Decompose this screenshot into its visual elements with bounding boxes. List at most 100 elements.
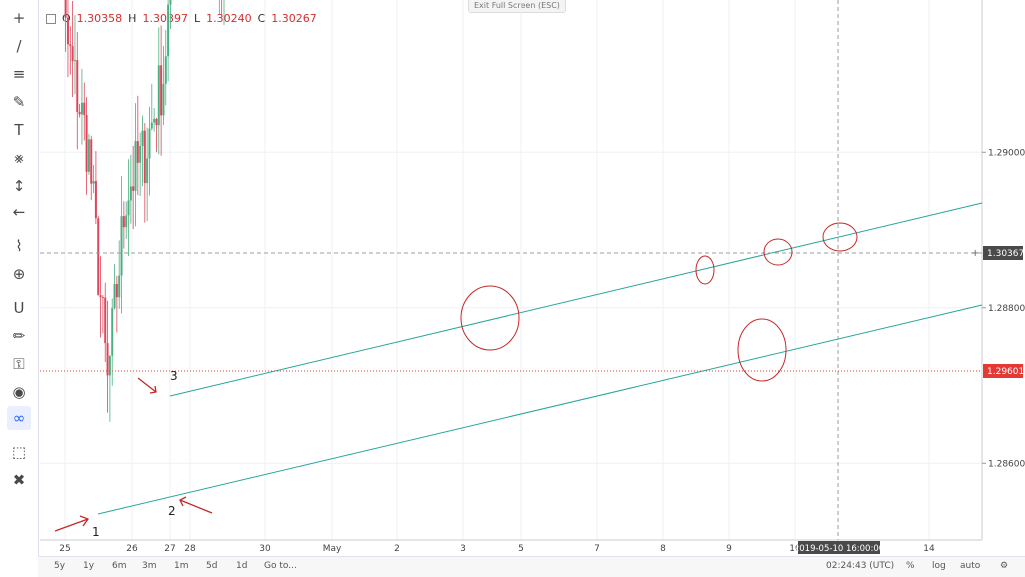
- candle: [64, 0, 67, 52]
- drawn-circle: [460, 285, 520, 351]
- percent-toggle[interactable]: %: [906, 561, 915, 571]
- candle: [97, 215, 100, 296]
- time-tick-label: 14: [923, 544, 935, 554]
- candle: [69, 26, 72, 75]
- candle: [150, 83, 153, 131]
- candle-body: [73, 60, 76, 62]
- channel-lower-line: [97, 304, 983, 515]
- range-5d[interactable]: 5d: [206, 561, 218, 571]
- candle-body: [113, 284, 116, 309]
- candle-body: [143, 130, 146, 184]
- low-value: 1.30240: [206, 12, 252, 25]
- bottom-bar: 5y 1y 6m 3m 1m 5d 1d Go to... 02:24:43 (UTC)% log…: [38, 556, 1025, 577]
- candle-body: [99, 295, 102, 298]
- ruler-icon[interactable]: ⌇: [15, 237, 23, 255]
- crosshair-time-tag-bg: [798, 541, 880, 554]
- magnet-icon[interactable]: U: [13, 299, 25, 317]
- time-tick-label: 30: [259, 544, 271, 554]
- candle-body: [87, 139, 90, 172]
- range-1d[interactable]: 1d: [236, 561, 248, 571]
- candle-body: [132, 186, 135, 191]
- candle-body: [160, 65, 163, 116]
- crosshair-time-tag: 2019-05-10 16:00:00: [794, 541, 884, 554]
- candle: [78, 104, 81, 118]
- back-arrow-icon[interactable]: ←: [12, 203, 26, 221]
- annotation-label: 3: [170, 369, 178, 383]
- range-1y[interactable]: 1y: [83, 561, 95, 571]
- candle-body: [157, 65, 160, 126]
- grid: [40, 0, 982, 540]
- candle-body: [76, 60, 79, 112]
- annotation-label: 2: [168, 504, 176, 518]
- crosshair-time-tag-text: 2019-05-10 16:00:00: [794, 544, 884, 554]
- range-1m[interactable]: 1m: [174, 561, 189, 571]
- candle: [162, 45, 165, 126]
- candle: [118, 240, 121, 309]
- candle-body: [127, 200, 130, 216]
- candle: [146, 127, 149, 222]
- link-icon[interactable]: ∞: [7, 406, 31, 430]
- candle-body: [69, 44, 72, 47]
- candle: [108, 355, 111, 422]
- crosshair-price-tag: 1.30367: [983, 246, 1024, 260]
- pencil-lock-icon[interactable]: ✏: [12, 327, 26, 345]
- candle: [148, 106, 151, 196]
- candle-body: [108, 355, 111, 376]
- crosshair-price-tag-bg: [983, 246, 1023, 260]
- drawn-circle: [737, 318, 787, 382]
- text-icon[interactable]: T: [14, 121, 24, 139]
- layers-icon[interactable]: ⬚: [11, 443, 27, 461]
- candle: [218, 0, 220, 15]
- range-3m[interactable]: 3m: [142, 561, 157, 571]
- open-value: 1.30358: [76, 12, 123, 25]
- exit-full-screen-button[interactable]: Exit Full Screen (ESC): [468, 0, 566, 13]
- candle-body: [153, 118, 156, 123]
- log-toggle[interactable]: log: [932, 561, 946, 571]
- trend-line-icon[interactable]: /: [16, 37, 22, 55]
- annotation-label: 1: [92, 525, 100, 539]
- range-goto[interactable]: Go to...: [264, 561, 297, 571]
- eye-icon[interactable]: ◉: [12, 383, 26, 401]
- gear-icon[interactable]: ⚙: [1000, 561, 1009, 571]
- range-5y[interactable]: 5y: [54, 561, 66, 571]
- candle: [73, 15, 76, 95]
- candle-body: [101, 297, 104, 299]
- prediction-icon[interactable]: ↕: [12, 177, 26, 195]
- time-tick-label: 25: [59, 544, 70, 554]
- brush-icon[interactable]: ✎: [12, 93, 26, 111]
- zoom-icon[interactable]: ⊕: [12, 265, 26, 283]
- candle: [92, 164, 95, 193]
- auto-toggle[interactable]: auto: [960, 561, 981, 571]
- candle: [90, 135, 93, 201]
- candle: [143, 123, 146, 223]
- time-tick-label: 2: [394, 544, 400, 554]
- pattern-icon[interactable]: ⨳: [14, 149, 24, 167]
- symbol-square-icon[interactable]: [46, 13, 56, 24]
- fib-icon[interactable]: ≡: [12, 65, 26, 83]
- open-label: O: [62, 12, 71, 25]
- crosshair-icon[interactable]: +: [12, 9, 26, 27]
- candle: [221, 0, 223, 19]
- price-tick-label: 1.29000: [988, 148, 1025, 158]
- price-chart[interactable]: 1.318001.316001.314001.312001.310001.308…: [0, 0, 1025, 556]
- lock-icon[interactable]: ⚿: [13, 355, 25, 373]
- range-6m[interactable]: 6m: [112, 561, 127, 571]
- candle-body: [97, 218, 100, 296]
- time-tick-label: 9: [726, 544, 732, 554]
- candle: [155, 117, 158, 153]
- candle-body: [146, 158, 149, 184]
- candle-body: [141, 130, 144, 146]
- clock-time-label: 02:24:43 (UTC): [826, 561, 895, 571]
- candle: [153, 108, 156, 132]
- candle-body: [80, 102, 83, 115]
- candle-body: [111, 308, 114, 356]
- candle: [167, 0, 170, 82]
- trash-icon[interactable]: ✖: [12, 471, 26, 489]
- candle-body: [129, 186, 132, 201]
- candle-body: [66, 17, 69, 45]
- candle: [101, 295, 104, 334]
- plus-icon: +: [971, 248, 979, 259]
- price-tick-label: 1.28600: [988, 459, 1025, 469]
- candle-body: [71, 46, 74, 62]
- time-tick-label: 8: [660, 544, 666, 554]
